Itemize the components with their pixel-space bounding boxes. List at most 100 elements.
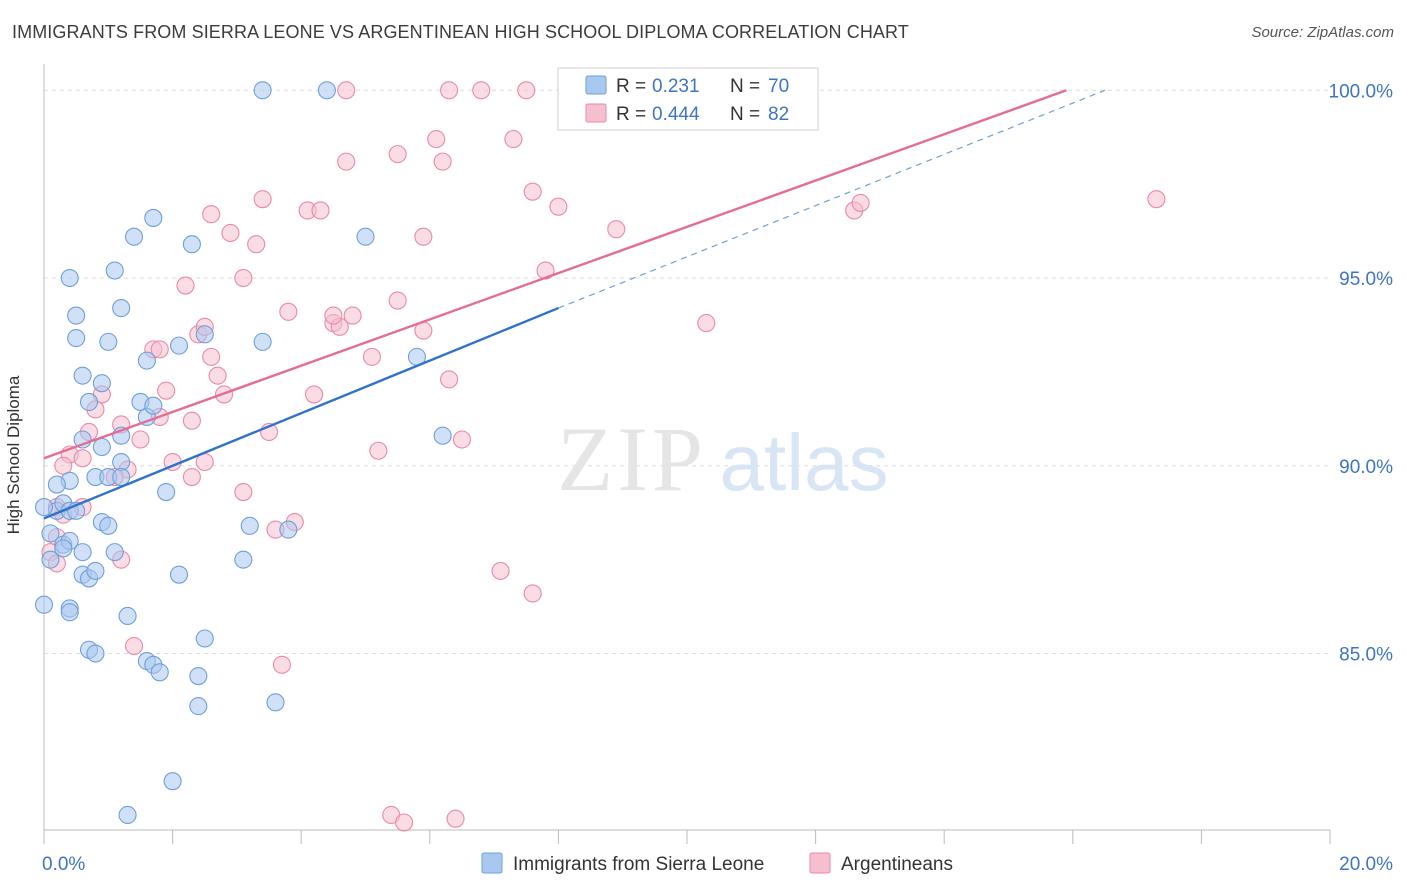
stats-legend-swatch-blue [585, 75, 607, 95]
y-tick-label-0: 85.0% [1339, 645, 1393, 666]
argentineans-point-26 [234, 268, 253, 288]
stats-legend-n-value-2: 82 [768, 104, 789, 125]
trend-lines [43, 89, 1106, 520]
argentineans-point-77 [523, 584, 542, 603]
sierra-leone-point-45 [234, 550, 253, 569]
sierra-leone-point-65 [41, 550, 60, 569]
sierra-leone-point-67 [34, 498, 54, 517]
argentineans-point-40 [150, 340, 169, 359]
sierra-leone-point-40 [279, 520, 298, 539]
sierra-leone-point-68 [54, 539, 73, 558]
sierra-leone-point-18 [79, 392, 99, 411]
argentineans-point-24 [851, 193, 870, 212]
argentineans-point-9 [504, 130, 523, 149]
argentineans-point-19 [607, 220, 626, 239]
y-tick-label-2: 95.0% [1339, 269, 1393, 290]
sierra-leone-point-53 [118, 606, 137, 626]
sierra-leone-point-9 [112, 299, 131, 318]
sierra-leone-point-50 [34, 595, 54, 614]
argentineans-point-25 [1147, 190, 1166, 209]
argentineans-point-3 [517, 81, 536, 100]
sierra-leone-point-69 [99, 516, 118, 535]
watermark-zip: ZIP [557, 408, 707, 510]
stats-legend-r-label-2: R = [616, 104, 646, 125]
argentineans-point-18 [202, 205, 221, 224]
x-tick-label-0: 0.0% [42, 854, 85, 875]
sierra-leone-point-0 [253, 81, 272, 100]
x-tick-labels: 0.0% 20.0% [42, 854, 1393, 875]
sierra-leone-point-56 [195, 629, 214, 648]
argentineans-point-82 [446, 809, 465, 828]
stats-legend-r-value-1: 0.231 [652, 76, 700, 97]
argentineans-point-62 [54, 456, 73, 475]
sierra-leone-trend-line [43, 306, 559, 520]
argentineans-point-65 [182, 467, 201, 487]
sierra-leone-point-23 [433, 426, 452, 445]
sierra-leone-point-6 [60, 268, 79, 288]
argentineans-point-10 [433, 152, 452, 171]
argentineans-point-13 [523, 182, 542, 201]
sierra-leone-point-1 [317, 81, 336, 100]
sierra-leone-point-32 [47, 475, 66, 494]
argentineans-point-14 [549, 197, 568, 216]
series-legend-label-pink: Argentineans [841, 854, 953, 875]
sierra-leone-point-27 [112, 452, 131, 472]
sierra-leone-point-60 [189, 666, 208, 686]
sierra-leone-point-59 [150, 663, 169, 682]
sierra-leone-point-62 [266, 693, 285, 712]
sierra-leone-point-4 [182, 235, 201, 254]
series-legend-swatch-blue [481, 852, 503, 874]
argentineans-point-43 [208, 366, 227, 385]
stats-legend-r-label-1: R = [616, 76, 646, 97]
argentineans-point-12 [388, 145, 407, 164]
sierra-leone-point-43 [73, 543, 92, 562]
argentineans-point-0 [337, 81, 356, 100]
sierra-leone-point-3 [124, 227, 144, 246]
argentineans-point-11 [337, 152, 356, 171]
argentineans-point-2 [472, 81, 491, 100]
sierra-leone-point-25 [92, 437, 111, 457]
argentineans-point-46 [305, 385, 324, 404]
argentineans-point-58 [73, 449, 92, 468]
gridlines [44, 89, 1330, 655]
sierra-leone-point-8 [67, 306, 86, 325]
sierra-leone-point-49 [169, 565, 189, 584]
watermark: ZIP atlas [557, 408, 888, 510]
sierra-leone-point-12 [137, 351, 156, 370]
sierra-leone-point-44 [105, 543, 124, 562]
stats-legend-n-label-2: N = [730, 104, 760, 125]
y-tick-labels: 85.0% 90.0% 95.0% 100.0% [1329, 81, 1394, 665]
argentineans-point-55 [131, 430, 150, 449]
source-credit: Source: ZipAtlas.com [1251, 24, 1394, 41]
axes [43, 64, 1331, 844]
series-legend-label-blue: Immigrants from Sierra Leone [513, 854, 764, 875]
argentineans-point-56 [452, 430, 472, 449]
y-tick-label-3: 100.0% [1329, 81, 1394, 102]
sierra-leone-point-15 [253, 332, 272, 351]
sierra-leone-point-22 [144, 396, 163, 415]
argentineans-point-44 [440, 370, 459, 389]
sierra-leone-point-14 [195, 325, 214, 344]
sierra-leone-points [34, 81, 452, 825]
argentineans-point-17 [311, 201, 330, 220]
argentineans-point-41 [202, 347, 221, 366]
sierra-leone-point-64 [118, 805, 137, 825]
series-legend-swatch-pink [809, 852, 831, 874]
argentineans-point-79 [272, 655, 291, 674]
argentineans-point-51 [182, 411, 201, 430]
argentineans-point-61 [369, 441, 388, 460]
argentineans-point-33 [343, 306, 362, 325]
stats-legend-r-value-2: 0.444 [652, 104, 700, 125]
chart-title: IMMIGRANTS FROM SIERRA LEONE VS ARGENTIN… [12, 22, 909, 42]
argentineans-trend-line [43, 89, 1067, 460]
argentineans-point-22 [414, 227, 433, 246]
x-tick-label-1: 20.0% [1339, 854, 1393, 875]
argentineans-point-29 [388, 291, 407, 310]
argentineans-point-27 [176, 276, 195, 295]
argentineans-point-66 [234, 483, 253, 502]
argentineans-point-76 [491, 561, 510, 580]
watermark-atlas: atlas [720, 418, 889, 507]
argentineans-point-8 [427, 130, 446, 149]
argentineans-point-20 [221, 223, 240, 243]
